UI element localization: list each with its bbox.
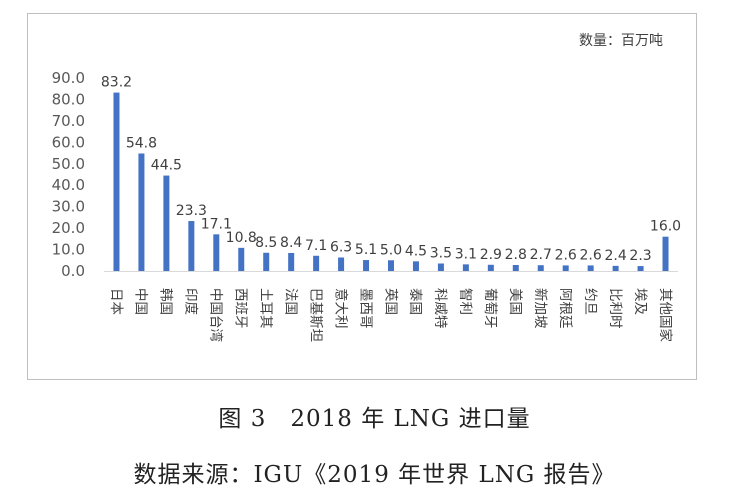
figure-caption: 图 3 2018 年 LNG 进口量 [218, 406, 531, 432]
category-label: 泰国 [407, 288, 423, 315]
y-axis-ticks: 0.0 10.0 20.0 30.0 40.0 50.0 60.0 70.0 80.0 90.0 [52, 69, 85, 280]
category-label: 葡萄牙 [482, 288, 498, 329]
bar [238, 247, 245, 271]
y-tick-label: 50.0 [52, 155, 85, 173]
y-tick-label: 20.0 [52, 219, 85, 237]
y-tick-label: 30.0 [52, 198, 85, 216]
bar [612, 265, 619, 271]
category-label: 智利 [457, 288, 473, 315]
category-label: 中国 [133, 288, 149, 315]
bar [512, 264, 519, 271]
data-label: 2.9 [480, 247, 502, 263]
chart-frame: 数量：百万吨 0.0 10.0 20.0 30.0 40.0 50.0 60.0 70.0 80… [27, 13, 697, 380]
bar-series [113, 92, 669, 272]
category-label: 其他国家 [657, 288, 674, 342]
category-label: 中国台湾 [208, 288, 225, 342]
bar [388, 260, 394, 271]
category-labels: 日本 中国 韩国 印度 中国台湾 西班牙 土耳其 法国 巴基斯坦 意大利 墨西哥 英国 泰国 科威特 智利葡… [108, 288, 674, 342]
category-label: 巴基斯坦 [307, 288, 324, 342]
data-label: 44.5 [151, 158, 182, 174]
bar [587, 265, 594, 271]
bar [338, 257, 345, 271]
bar [363, 260, 370, 271]
category-label: 阿根廷 [557, 288, 573, 329]
bar [113, 92, 120, 272]
data-label: 16.0 [650, 219, 681, 235]
data-label: 3.1 [455, 246, 477, 262]
data-label: 2.6 [555, 247, 577, 263]
data-label: 5.1 [355, 242, 377, 258]
bar [213, 234, 220, 271]
data-label: 5.0 [380, 242, 402, 258]
y-tick-label: 70.0 [52, 112, 85, 130]
data-label: 23.3 [176, 203, 207, 219]
category-label: 韩国 [158, 288, 174, 315]
data-label: 8.5 [255, 235, 277, 251]
category-label: 土耳其 [257, 288, 273, 329]
data-labels: 83.2 54.8 44.5 23.317.110.88.5 8.4 7.1 6.3 5.1 5… [101, 75, 681, 264]
bar [637, 266, 644, 271]
y-tick-label: 80.0 [52, 90, 85, 108]
bar [313, 255, 320, 271]
bar [188, 221, 195, 271]
data-label: 2.8 [505, 247, 527, 263]
category-label: 日本 [108, 288, 124, 315]
data-label: 8.4 [280, 235, 302, 251]
data-label: 7.1 [305, 238, 327, 254]
bar [562, 265, 569, 271]
category-label: 美国 [507, 288, 523, 315]
chart-svg: 数量：百万吨 0.0 10.0 20.0 30.0 40.0 50.0 60.0 70.0 80… [52, 33, 682, 342]
bar [412, 261, 419, 271]
y-tick-label: 90.0 [52, 69, 85, 87]
data-label: 2.6 [580, 247, 602, 263]
unit-label: 数量：百万吨 [579, 33, 663, 49]
category-label: 西班牙 [233, 288, 249, 329]
y-tick-label: 60.0 [52, 133, 85, 151]
bar [263, 252, 270, 271]
y-tick-label: 40.0 [52, 176, 85, 194]
bar [487, 264, 494, 271]
category-label: 意大利 [332, 288, 349, 329]
bar [288, 252, 295, 271]
data-label: 17.1 [201, 216, 232, 232]
category-label: 埃及 [632, 288, 648, 315]
bar [662, 236, 669, 271]
category-label: 新加坡 [532, 288, 548, 329]
data-label: 54.8 [126, 135, 157, 151]
bar [462, 264, 469, 271]
category-label: 法国 [282, 288, 298, 315]
y-tick-label: 0.0 [61, 262, 85, 280]
y-tick-label: 10.0 [52, 241, 85, 259]
data-label: 3.5 [430, 245, 452, 261]
data-label: 83.2 [101, 75, 132, 91]
data-label: 2.7 [530, 247, 552, 263]
source-caption: 数据来源：IGU《2019 年世界 LNG 报告》 [133, 462, 616, 488]
data-label: 6.3 [330, 239, 352, 255]
category-label: 印度 [183, 288, 199, 315]
category-label: 约旦 [582, 288, 598, 315]
data-label: 10.8 [226, 230, 257, 246]
category-label: 英国 [382, 288, 399, 315]
data-label: 2.3 [629, 248, 651, 264]
data-label: 2.4 [604, 248, 626, 264]
bar [437, 263, 444, 271]
category-label: 科威特 [432, 288, 448, 329]
bar [537, 265, 544, 271]
category-label: 比利时 [607, 288, 623, 329]
category-label: 墨西哥 [357, 288, 373, 329]
bar [138, 153, 145, 271]
bar [163, 175, 170, 271]
data-label: 4.5 [405, 243, 427, 259]
